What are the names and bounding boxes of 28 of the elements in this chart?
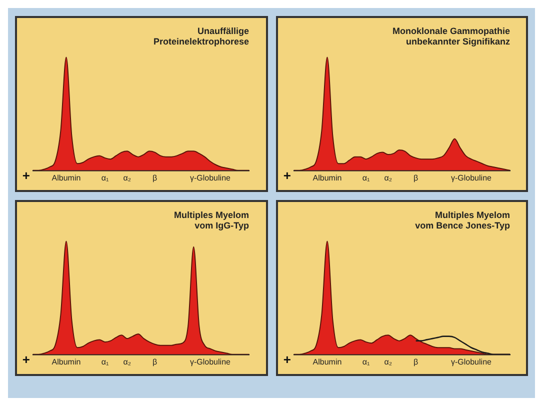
text: + bbox=[282, 352, 291, 367]
x-tick-label: α₂ bbox=[384, 173, 392, 182]
chart-title: Monoklonale Gammopathie unbekannter Signifikanz bbox=[392, 26, 510, 47]
x-tick-label: γ-Globuline bbox=[190, 357, 232, 366]
x-tick-label: Albumin bbox=[312, 357, 342, 366]
x-tick-label: Albumin bbox=[52, 173, 81, 182]
x-tick-label: α₁ bbox=[362, 357, 370, 366]
text: + bbox=[282, 168, 291, 183]
x-tick-label: γ-Globuline bbox=[190, 173, 232, 182]
x-tick-label: α₁ bbox=[362, 173, 370, 182]
text: + bbox=[22, 168, 30, 183]
x-tick-label: α₁ bbox=[101, 357, 109, 366]
x-tick-label: β bbox=[413, 357, 418, 366]
x-tick-label: α₂ bbox=[384, 357, 392, 366]
chart-title: Unauffällige Proteinelektrophorese bbox=[153, 26, 249, 47]
x-tick-label: β bbox=[413, 173, 418, 182]
x-tick-label: β bbox=[152, 173, 158, 182]
x-tick-label: β bbox=[152, 357, 158, 366]
x-tick-label: γ-Globuline bbox=[450, 357, 492, 366]
text: + bbox=[22, 352, 30, 367]
x-tick-label: α₁ bbox=[101, 173, 109, 182]
x-tick-label: Albumin bbox=[52, 357, 81, 366]
x-tick-label: γ-Globuline bbox=[450, 173, 492, 182]
chart-title: Multiples Myelom vom IgG-Typ bbox=[174, 210, 250, 231]
x-tick-label: α₂ bbox=[123, 357, 132, 366]
x-tick-label: α₂ bbox=[123, 173, 132, 182]
chart-title: Multiples Myelom vom Bence Jones-Typ bbox=[414, 210, 510, 231]
x-tick-label: Albumin bbox=[312, 173, 342, 182]
